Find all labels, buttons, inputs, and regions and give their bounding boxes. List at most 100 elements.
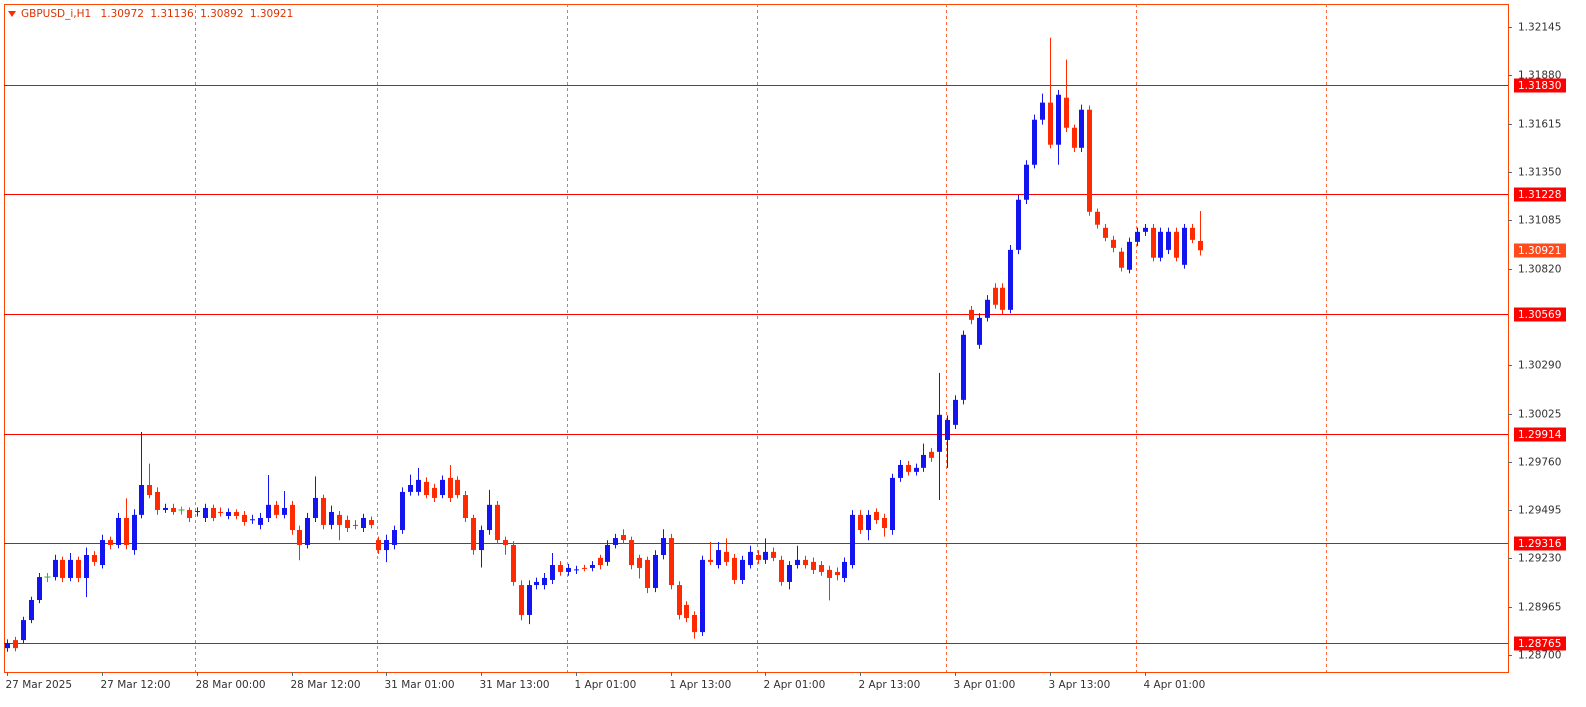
current-price-box (1514, 243, 1566, 258)
candle-body (1151, 227, 1156, 258)
y-tick-label: 1.28700 (1518, 650, 1561, 662)
candle-body (1032, 119, 1037, 165)
x-tick-label: 3 Apr 13:00 (1049, 679, 1111, 691)
candle-body (519, 585, 524, 615)
candle-body (803, 559, 808, 566)
candle-body (542, 577, 547, 586)
candle-body (771, 551, 776, 558)
level-label: 1.30569 (1518, 309, 1561, 321)
header-arrow[interactable] (8, 11, 16, 17)
candle-body (297, 530, 302, 545)
candle-body (242, 514, 247, 522)
candle-body (1182, 227, 1187, 265)
candle-body (369, 519, 374, 525)
x-tick-label: 1 Apr 01:00 (575, 679, 637, 691)
candle-body (100, 540, 105, 566)
candle-body (203, 507, 208, 518)
y-tick-label: 1.29495 (1518, 505, 1561, 517)
candle-body (653, 554, 658, 588)
x-tick-label: 31 Mar 13:00 (480, 679, 550, 691)
y-tick-label: 1.30290 (1518, 360, 1561, 372)
candle-body (827, 569, 832, 578)
candle-body (218, 511, 223, 513)
candle-body (621, 534, 626, 541)
candle-body (234, 511, 239, 516)
candle-body (495, 504, 500, 541)
candle-body (345, 519, 350, 529)
candle-body (250, 519, 255, 521)
candle-body (566, 567, 571, 572)
y-tick-label: 1.28965 (1518, 602, 1561, 614)
level-label-box (1514, 636, 1566, 651)
candle-body (558, 565, 563, 572)
candle-body (258, 517, 263, 525)
level-label: 1.29316 (1518, 538, 1562, 550)
candle-body (605, 544, 610, 562)
level-label: 1.29914 (1518, 429, 1562, 441)
candles (5, 37, 1203, 652)
level-label: 1.31830 (1518, 80, 1561, 92)
x-tick-label: 4 Apr 01:00 (1144, 679, 1206, 691)
candle-body (977, 317, 982, 345)
candle-body (645, 559, 650, 588)
candle-body (1087, 109, 1092, 212)
candle-body (92, 554, 97, 562)
current-price-label: 1.30921 (1518, 245, 1561, 257)
candle-body (842, 561, 847, 578)
y-tick-label: 1.31350 (1518, 167, 1561, 179)
axes: 1.321451.318801.316151.313501.310851.308… (6, 22, 1566, 691)
candle-body (147, 484, 152, 496)
candle-body (574, 569, 579, 571)
candle-body (108, 540, 113, 545)
candle-body (756, 554, 761, 560)
candle-body (779, 559, 784, 582)
candle-body (471, 517, 476, 551)
candle-body (1008, 249, 1013, 310)
candle-body (748, 551, 753, 566)
candle-body (1166, 231, 1171, 250)
candle-body (527, 585, 532, 615)
candle-body (598, 557, 603, 566)
candle-body (68, 559, 73, 578)
candle-body (13, 640, 18, 649)
candle-body (850, 514, 855, 566)
candle-body (763, 551, 768, 560)
y-tick-label: 1.29230 (1518, 553, 1561, 565)
header-low: 1.30892 (200, 8, 243, 20)
candle-body (479, 530, 484, 551)
candle-body (84, 554, 89, 578)
header-open: 1.30972 (101, 8, 144, 20)
y-tick-label: 1.30820 (1518, 264, 1561, 276)
candle-body (1158, 231, 1163, 258)
x-tick-label: 28 Mar 00:00 (196, 679, 266, 691)
candle-body (661, 538, 666, 555)
candle-body (163, 507, 168, 510)
candle-body (890, 477, 895, 531)
candle-body (993, 287, 998, 305)
candle-body (1000, 287, 1005, 310)
candle-body (76, 559, 81, 578)
candle-body (1127, 241, 1132, 270)
candle-body (906, 464, 911, 472)
candle-body (1111, 239, 1116, 248)
y-tick-label: 1.32145 (1518, 22, 1561, 34)
candle-body (376, 540, 381, 551)
candle-body (1064, 97, 1069, 128)
x-tick-label: 27 Mar 2025 (6, 679, 73, 691)
candle-body (898, 464, 903, 478)
candle-body (961, 334, 966, 400)
candle-body (37, 577, 42, 601)
candle-body (361, 517, 366, 529)
candle-body (274, 504, 279, 515)
candle-body (440, 479, 445, 496)
level-label-box (1514, 307, 1566, 322)
candle-body (290, 504, 295, 531)
candle-body (487, 504, 492, 531)
candle-body (1016, 199, 1021, 250)
x-tick-label: 31 Mar 01:00 (385, 679, 455, 691)
candle-body (313, 497, 318, 518)
levels (4, 85, 1508, 644)
candle-body (866, 514, 871, 531)
candle-body (5, 643, 10, 649)
